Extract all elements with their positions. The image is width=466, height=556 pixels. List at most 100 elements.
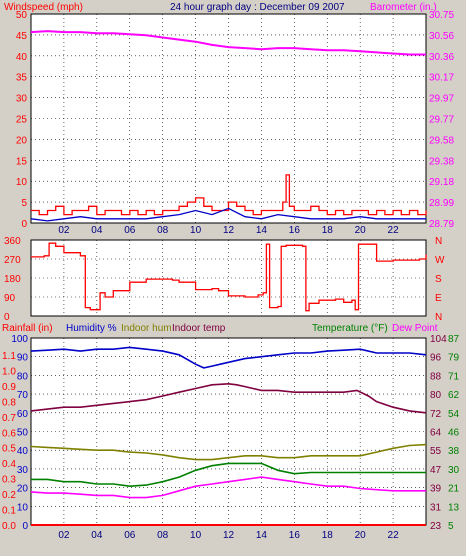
temperature-tick: 79	[448, 353, 460, 364]
rainfall-tick: 0.5	[2, 444, 16, 455]
hour-tick: 14	[256, 530, 268, 541]
rainfall-tick: 1.1	[2, 351, 16, 362]
hour-tick: 14	[256, 225, 268, 236]
humidity-tick: 100	[11, 334, 28, 345]
barometer-tick: 30.56	[429, 31, 454, 42]
temperature-tick: 21	[448, 484, 460, 495]
hour-tick: 08	[157, 225, 169, 236]
barometer-axis-label: Barometer (in.)	[370, 2, 437, 13]
hour-tick: 02	[58, 225, 70, 236]
degree-tick: 360	[4, 236, 21, 247]
temperature-tick: 30	[448, 465, 460, 476]
compass-tick: S	[435, 274, 442, 285]
indoor-temp-tick-labels: 23 31 39 47 55 64 72 80 88 96 104	[430, 334, 447, 532]
temperature-tick: 54	[448, 409, 460, 420]
barometer-tick-labels: 28.79 28.99 29.18 29.38 29.58 29.77 29.97 30.17…	[429, 10, 454, 230]
temperature-tick: 62	[448, 390, 460, 401]
barometer-tick: 29.58	[429, 135, 454, 146]
temperature-tick-labels: 5 13 21 30 38 46 54 62 71 79 87	[448, 334, 460, 532]
wind-direction-line	[31, 242, 427, 312]
indoor-temp-tick: 96	[430, 353, 442, 364]
barometer-tick: 29.38	[429, 156, 454, 167]
hour-tick: 12	[223, 225, 235, 236]
compass-tick: E	[435, 293, 442, 304]
temperature-tick: 5	[448, 521, 454, 532]
hour-tick: 10	[190, 530, 202, 541]
humidity-tick: 90	[17, 353, 29, 364]
windspeed-tick: 0	[21, 219, 27, 230]
humidity-tick-labels: 0 10 20 30 40 50 60 70 80 90 100	[11, 334, 28, 532]
indoor-temp-axis-label: Indoor temp	[172, 323, 226, 334]
hour-tick: 18	[322, 225, 334, 236]
windspeed-tick-labels: 0 5 10 15 20 25 30 35 40 45 50	[16, 10, 28, 230]
indoor-temp-tick: 39	[430, 484, 442, 495]
humidity-temperature-series	[30, 346, 427, 526]
windspeed-tick: 40	[16, 52, 28, 63]
hour-tick: 02	[58, 530, 70, 541]
temperature-tick: 13	[448, 502, 460, 513]
windspeed-tick: 15	[16, 156, 28, 167]
temperature-axis-label: Temperature (°F)	[312, 323, 388, 334]
humidity-axis-label: Humidity %	[66, 323, 117, 334]
rainfall-tick: 0.4	[2, 459, 16, 470]
windspeed-tick: 10	[16, 177, 28, 188]
barometer-tick: 30.17	[429, 73, 454, 84]
dew-point-line	[30, 476, 426, 499]
indoor-temp-tick: 64	[430, 428, 442, 439]
hour-tick: 08	[157, 530, 169, 541]
indoor-temp-tick: 31	[430, 502, 442, 513]
hour-tick: 16	[289, 225, 301, 236]
hour-tick-labels-bottom: 02 04 06 08 10 12 14 16 18 20 22	[58, 530, 399, 541]
indoor-temp-tick: 72	[430, 409, 442, 420]
hour-tick: 06	[124, 530, 136, 541]
humidity-tick: 20	[17, 484, 29, 495]
graph-title: 24 hour graph day : December 09 2007	[170, 2, 345, 13]
temperature-tick: 46	[448, 428, 460, 439]
rainfall-tick: 0.0	[2, 521, 16, 532]
humidity-temperature-plot	[30, 337, 427, 526]
dew-point-axis-label: Dew Point	[392, 323, 438, 334]
humidity-tick: 30	[17, 465, 29, 476]
windspeed-tick: 30	[16, 94, 28, 105]
barometer-line	[30, 30, 426, 56]
temperature-line	[31, 462, 426, 488]
rainfall-tick-labels: 0.0 0.1 0.2 0.3 0.4 0.5 0.6 0.7 0.8 0.9 1.0 1.1	[2, 351, 16, 532]
hour-tick-labels-top: 02 04 06 08 10 12 14 16 18 20 22	[58, 225, 399, 236]
hour-tick: 04	[91, 225, 103, 236]
indoor-temp-tick: 80	[430, 390, 442, 401]
indoor-temp-tick: 23	[430, 521, 442, 532]
rainfall-tick: 0.7	[2, 413, 16, 424]
temperature-tick: 38	[448, 446, 460, 457]
rainfall-tick: 1.0	[2, 366, 16, 377]
degree-tick-labels: 360 270 180 90 0	[4, 236, 21, 323]
windspeed-tick: 50	[16, 10, 28, 21]
barometer-tick: 29.18	[429, 177, 454, 188]
wind-gust-line	[31, 174, 427, 216]
hour-tick: 22	[388, 225, 400, 236]
humidity-tick: 70	[17, 390, 29, 401]
windspeed-tick: 5	[21, 198, 27, 209]
indoor-temp-tick: 88	[430, 371, 442, 382]
indoor-humidity-line	[30, 443, 427, 461]
hour-tick: 04	[91, 530, 103, 541]
windspeed-axis-label: Windspeed (mph)	[4, 2, 83, 13]
wind-average-line	[30, 207, 426, 222]
rainfall-tick: 0.9	[2, 382, 16, 393]
hour-tick: 18	[322, 530, 334, 541]
indoor-humidity-axis-label: Indoor hum	[121, 323, 172, 334]
humidity-tick: 0	[22, 521, 28, 532]
degree-tick: 180	[4, 274, 21, 285]
windspeed-tick: 45	[16, 31, 28, 42]
humidity-tick: 40	[17, 446, 29, 457]
compass-tick: N	[435, 312, 442, 323]
hour-tick: 16	[289, 530, 301, 541]
windspeed-tick: 35	[16, 73, 28, 84]
windspeed-tick: 25	[16, 115, 28, 126]
hour-tick: 10	[190, 225, 202, 236]
barometer-tick: 30.36	[429, 52, 454, 63]
degree-tick: 90	[4, 293, 16, 304]
barometer-tick: 29.77	[429, 115, 454, 126]
rainfall-tick: 0.2	[2, 490, 16, 501]
